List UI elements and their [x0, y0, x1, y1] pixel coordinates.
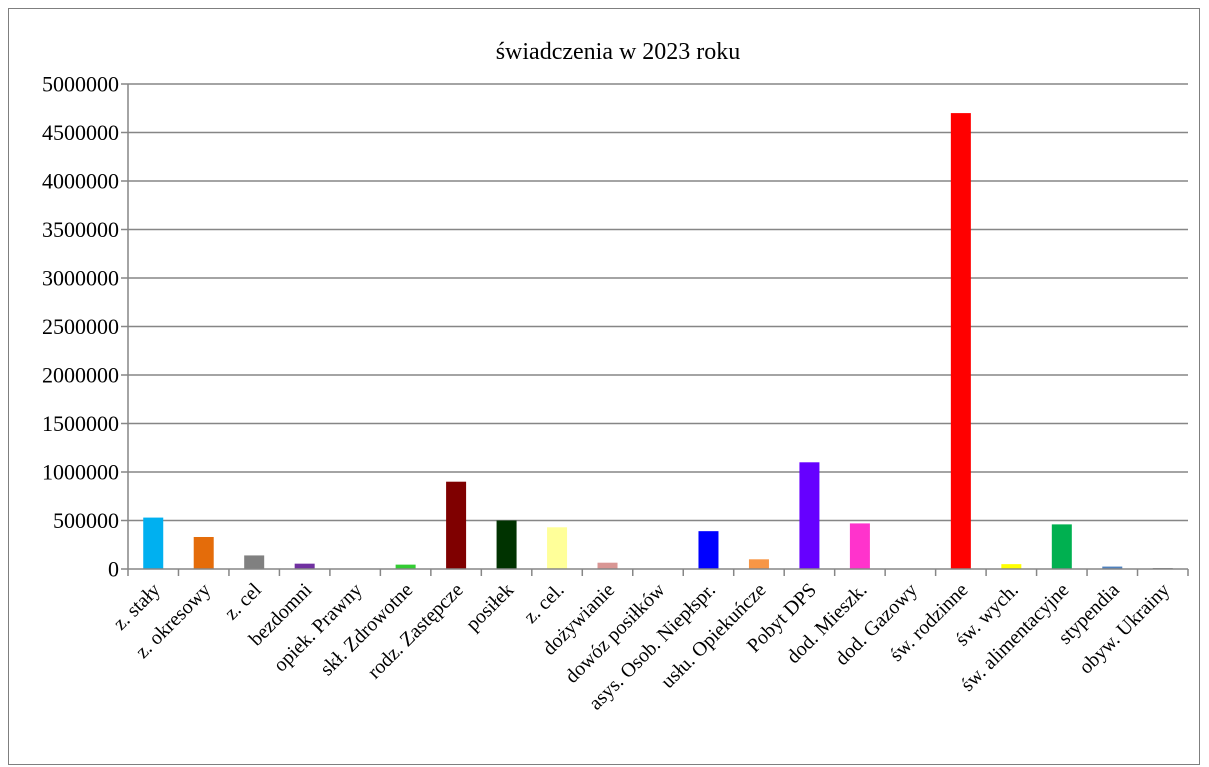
bar — [1051, 524, 1072, 569]
bar — [950, 113, 971, 569]
y-tick-label: 5000000 — [42, 72, 119, 97]
bar — [143, 517, 164, 569]
bar — [698, 531, 719, 569]
bar — [446, 481, 467, 569]
x-category-label: obyw. Ukrainy — [1075, 579, 1174, 678]
bar — [294, 563, 315, 569]
bar — [496, 520, 517, 569]
y-tick-label: 0 — [108, 557, 119, 582]
bar — [193, 536, 214, 569]
chart-title: świadczenia w 2023 roku — [496, 39, 741, 65]
y-tick-label: 1000000 — [42, 460, 119, 485]
y-tick-label: 4500000 — [42, 120, 119, 145]
y-axis-ticks: 0 500000 1000000 1500000 2000000 2500000 30000… — [42, 72, 128, 582]
bar — [244, 555, 265, 569]
bar — [1102, 566, 1123, 569]
bar — [597, 562, 618, 569]
y-tick-label: 3500000 — [42, 217, 119, 242]
y-tick-label: 2000000 — [42, 363, 119, 388]
bar — [799, 462, 820, 569]
bar — [395, 564, 416, 569]
bar — [849, 523, 870, 569]
y-tick-label: 500000 — [53, 508, 119, 533]
gridlines — [128, 83, 1188, 522]
y-tick-label: 1500000 — [42, 411, 119, 436]
bar — [1001, 564, 1022, 569]
x-category-label: z. cel — [220, 579, 266, 625]
axes — [127, 84, 1189, 576]
y-tick-label: 2500000 — [42, 314, 119, 339]
bar — [547, 527, 568, 569]
x-category-label: posiłek — [462, 579, 518, 635]
bars — [143, 113, 1173, 569]
y-tick-label: 3000000 — [42, 266, 119, 291]
chart-frame — [8, 8, 1200, 765]
bar — [748, 559, 769, 569]
y-tick-label: 4000000 — [42, 169, 119, 194]
